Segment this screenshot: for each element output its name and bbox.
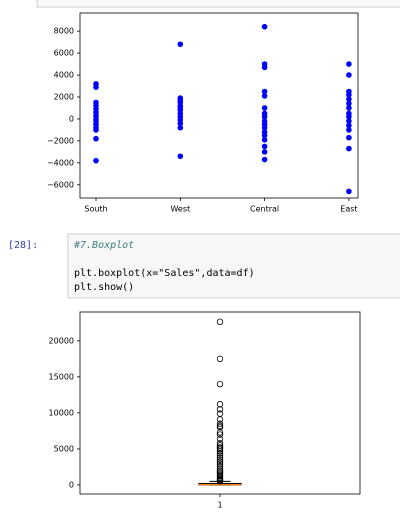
flier <box>216 431 224 438</box>
point <box>261 23 268 30</box>
x-tick-label: West <box>170 205 190 214</box>
point <box>346 188 352 195</box>
point <box>261 88 268 95</box>
flier <box>216 450 224 457</box>
point <box>346 72 352 78</box>
point <box>261 64 268 71</box>
y-tick-label: 0 <box>69 114 74 123</box>
point <box>177 153 184 160</box>
point <box>261 105 268 111</box>
flier <box>216 435 224 443</box>
flier <box>216 318 224 326</box>
point <box>261 149 268 155</box>
y-tick-label: 6000 <box>54 49 74 58</box>
y-tick-label: 15000 <box>49 372 74 381</box>
point <box>261 93 268 99</box>
flier <box>216 458 224 466</box>
point <box>346 127 352 133</box>
point <box>346 100 352 107</box>
point <box>261 137 268 143</box>
point <box>93 135 99 142</box>
flier <box>216 416 224 423</box>
y-tick-label: 4000 <box>54 71 74 80</box>
flier <box>216 460 224 468</box>
flier <box>216 406 224 413</box>
code-line: plt.boxplot(x="Sales",data=df) <box>74 268 255 279</box>
code-comment: #7.Boxplot <box>73 240 134 251</box>
point <box>261 124 268 131</box>
point <box>346 134 352 141</box>
point <box>177 41 184 48</box>
x-tick-label: Central <box>250 205 279 214</box>
point <box>346 96 352 102</box>
previous-cell <box>36 0 400 8</box>
flier <box>216 452 224 459</box>
point <box>346 105 352 111</box>
point <box>346 61 352 67</box>
x-tick-label: East <box>340 205 357 214</box>
point <box>261 143 268 150</box>
flier <box>216 355 224 363</box>
flier <box>216 429 224 436</box>
flier <box>216 456 224 463</box>
flier <box>216 380 224 388</box>
point <box>177 120 184 127</box>
cell-prompt: [28]: <box>8 240 38 251</box>
point <box>93 84 99 90</box>
code-line: plt.show() <box>74 282 134 293</box>
point <box>346 145 352 152</box>
flier <box>216 420 224 427</box>
point <box>346 91 352 98</box>
flier <box>216 410 224 417</box>
flier <box>216 445 224 453</box>
point <box>346 113 352 120</box>
x-tick-label: South <box>84 205 107 214</box>
flier <box>216 465 224 472</box>
point <box>346 118 352 124</box>
point <box>261 156 268 163</box>
point <box>93 157 99 164</box>
y-tick-label: −6000 <box>47 180 74 189</box>
point <box>261 113 268 120</box>
x-tick-label: 1 <box>217 501 222 510</box>
y-tick-label: 20000 <box>49 336 74 345</box>
y-tick-label: 2000 <box>54 92 74 101</box>
y-tick-label: 0 <box>69 480 74 489</box>
point <box>346 122 352 129</box>
y-tick-label: 8000 <box>54 27 74 36</box>
flier <box>216 424 224 431</box>
flier <box>216 478 224 485</box>
point <box>177 124 184 131</box>
code-cell[interactable] <box>67 233 400 299</box>
plot-area <box>79 12 359 199</box>
point <box>93 127 99 133</box>
flier <box>216 401 224 408</box>
y-tick-label: 5000 <box>54 444 74 453</box>
y-tick-label: 10000 <box>49 408 74 417</box>
flier <box>216 447 224 455</box>
point <box>261 132 268 139</box>
y-tick-label: −2000 <box>47 136 74 145</box>
flier <box>216 454 224 461</box>
y-tick-label: −4000 <box>47 158 74 167</box>
